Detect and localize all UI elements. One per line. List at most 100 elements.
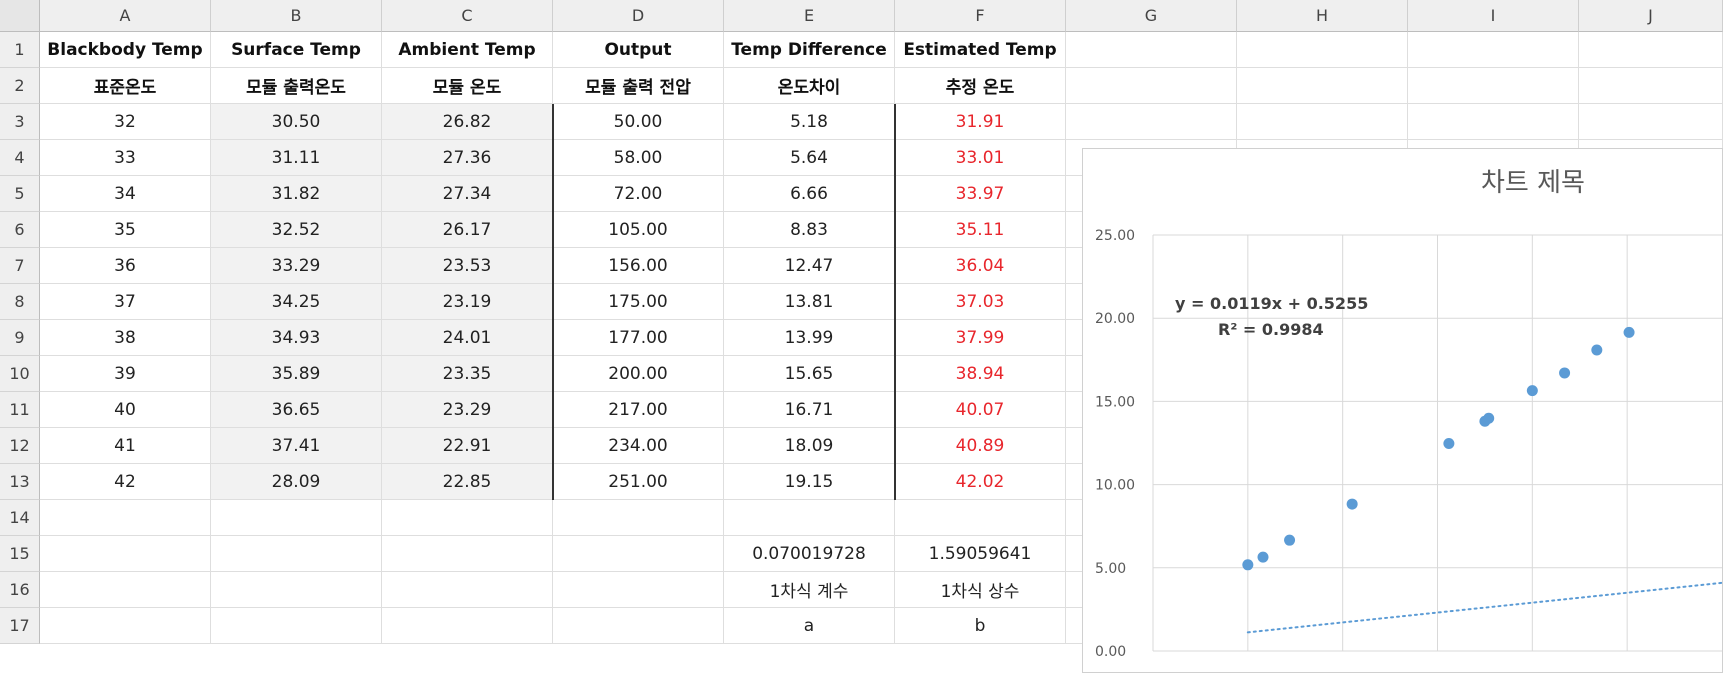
data-cell-d13[interactable]: 251.00	[553, 464, 724, 500]
data-cell-c4[interactable]: 27.36	[382, 140, 553, 176]
column-header-f[interactable]: F	[895, 0, 1066, 32]
row-header-11[interactable]: 11	[0, 392, 40, 428]
data-cell-c6[interactable]: 26.17	[382, 212, 553, 248]
data-cell-d9[interactable]: 177.00	[553, 320, 724, 356]
data-cell-e3[interactable]: 5.18	[724, 104, 895, 140]
data-cell-a13[interactable]: 42	[40, 464, 211, 500]
header-kr-2[interactable]: 모듈 출력온도	[211, 68, 382, 104]
cell-d14[interactable]	[553, 500, 724, 536]
data-cell-f7[interactable]: 36.04	[895, 248, 1066, 284]
header-en-1[interactable]: Blackbody Temp	[40, 32, 211, 68]
data-cell-b7[interactable]: 33.29	[211, 248, 382, 284]
cell-a17[interactable]	[40, 608, 211, 644]
data-cell-c12[interactable]: 22.91	[382, 428, 553, 464]
data-cell-f10[interactable]: 38.94	[895, 356, 1066, 392]
data-cell-f13[interactable]: 42.02	[895, 464, 1066, 500]
data-cell-b3[interactable]: 30.50	[211, 104, 382, 140]
data-cell-c5[interactable]: 27.34	[382, 176, 553, 212]
cell-j1[interactable]	[1579, 32, 1723, 68]
data-cell-e5[interactable]: 6.66	[724, 176, 895, 212]
cell-c14[interactable]	[382, 500, 553, 536]
header-kr-5[interactable]: 온도차이	[724, 68, 895, 104]
row-header-10[interactable]: 10	[0, 356, 40, 392]
data-cell-f12[interactable]: 40.89	[895, 428, 1066, 464]
cell-i2[interactable]	[1408, 68, 1579, 104]
data-cell-e6[interactable]: 8.83	[724, 212, 895, 248]
row-header-6[interactable]: 6	[0, 212, 40, 248]
data-cell-b13[interactable]: 28.09	[211, 464, 382, 500]
cell-b17[interactable]	[211, 608, 382, 644]
row-header-7[interactable]: 7	[0, 248, 40, 284]
data-cell-c11[interactable]: 23.29	[382, 392, 553, 428]
data-cell-b5[interactable]: 31.82	[211, 176, 382, 212]
header-kr-4[interactable]: 모듈 출력 전압	[553, 68, 724, 104]
data-cell-a12[interactable]: 41	[40, 428, 211, 464]
data-cell-e7[interactable]: 12.47	[724, 248, 895, 284]
row-header-2[interactable]: 2	[0, 68, 40, 104]
coefficient-a-value[interactable]: 0.070019728	[724, 536, 895, 572]
data-cell-a7[interactable]: 36	[40, 248, 211, 284]
cell-d15[interactable]	[553, 536, 724, 572]
data-cell-d11[interactable]: 217.00	[553, 392, 724, 428]
row-header-8[interactable]: 8	[0, 284, 40, 320]
select-all-corner[interactable]	[0, 0, 40, 32]
data-cell-a4[interactable]: 33	[40, 140, 211, 176]
header-kr-3[interactable]: 모듈 온도	[382, 68, 553, 104]
data-cell-a3[interactable]: 32	[40, 104, 211, 140]
column-header-g[interactable]: G	[1066, 0, 1237, 32]
data-cell-d4[interactable]: 58.00	[553, 140, 724, 176]
data-cell-d10[interactable]: 200.00	[553, 356, 724, 392]
row-header-15[interactable]: 15	[0, 536, 40, 572]
data-cell-a6[interactable]: 35	[40, 212, 211, 248]
cell-h2[interactable]	[1237, 68, 1408, 104]
column-header-h[interactable]: H	[1237, 0, 1408, 32]
column-header-j[interactable]: J	[1579, 0, 1723, 32]
data-cell-d12[interactable]: 234.00	[553, 428, 724, 464]
data-cell-f3[interactable]: 31.91	[895, 104, 1066, 140]
coefficient-a-label[interactable]: 1차식 계수	[724, 572, 895, 608]
cell-d16[interactable]	[553, 572, 724, 608]
data-cell-b9[interactable]: 34.93	[211, 320, 382, 356]
data-cell-b8[interactable]: 34.25	[211, 284, 382, 320]
data-cell-b11[interactable]: 36.65	[211, 392, 382, 428]
row-header-13[interactable]: 13	[0, 464, 40, 500]
row-header-1[interactable]: 1	[0, 32, 40, 68]
cell-a14[interactable]	[40, 500, 211, 536]
cell-g3[interactable]	[1066, 104, 1237, 140]
data-cell-e13[interactable]: 19.15	[724, 464, 895, 500]
data-cell-d6[interactable]: 105.00	[553, 212, 724, 248]
cell-j3[interactable]	[1579, 104, 1723, 140]
cell-c16[interactable]	[382, 572, 553, 608]
row-header-16[interactable]: 16	[0, 572, 40, 608]
data-cell-d3[interactable]: 50.00	[553, 104, 724, 140]
data-cell-a8[interactable]: 37	[40, 284, 211, 320]
data-cell-c7[interactable]: 23.53	[382, 248, 553, 284]
cell-b16[interactable]	[211, 572, 382, 608]
data-cell-a10[interactable]: 39	[40, 356, 211, 392]
cell-g2[interactable]	[1066, 68, 1237, 104]
column-header-i[interactable]: I	[1408, 0, 1579, 32]
data-cell-b12[interactable]: 37.41	[211, 428, 382, 464]
row-header-5[interactable]: 5	[0, 176, 40, 212]
cell-c15[interactable]	[382, 536, 553, 572]
cell-h3[interactable]	[1237, 104, 1408, 140]
row-header-17[interactable]: 17	[0, 608, 40, 644]
header-en-4[interactable]: Output	[553, 32, 724, 68]
cell-a15[interactable]	[40, 536, 211, 572]
data-cell-d8[interactable]: 175.00	[553, 284, 724, 320]
data-cell-c8[interactable]: 23.19	[382, 284, 553, 320]
scatter-chart[interactable]: 차트 제목 0.00 5.00 10.00 15.00 20.00 25.00 y = 0.0…	[1082, 148, 1723, 673]
data-cell-f11[interactable]: 40.07	[895, 392, 1066, 428]
cell-f14[interactable]	[895, 500, 1066, 536]
row-header-9[interactable]: 9	[0, 320, 40, 356]
data-cell-e11[interactable]: 16.71	[724, 392, 895, 428]
data-cell-a5[interactable]: 34	[40, 176, 211, 212]
data-cell-a11[interactable]: 40	[40, 392, 211, 428]
coefficient-b-value[interactable]: 1.59059641	[895, 536, 1066, 572]
data-cell-f8[interactable]: 37.03	[895, 284, 1066, 320]
data-cell-c3[interactable]: 26.82	[382, 104, 553, 140]
data-cell-a9[interactable]: 38	[40, 320, 211, 356]
cell-a16[interactable]	[40, 572, 211, 608]
header-en-6[interactable]: Estimated Temp	[895, 32, 1066, 68]
data-cell-e12[interactable]: 18.09	[724, 428, 895, 464]
